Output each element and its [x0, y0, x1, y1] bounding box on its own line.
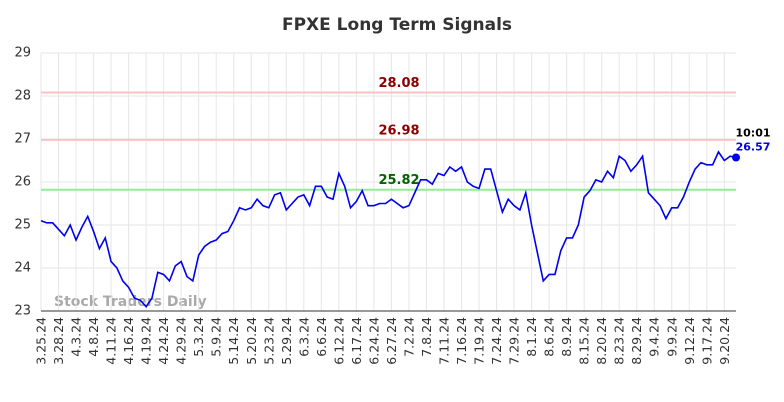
x-tick-label: 5.14.24 [226, 317, 241, 365]
x-tick-label: 8.29.24 [629, 317, 644, 365]
x-tick-label: 4.29.24 [174, 317, 189, 365]
x-tick-label: 7.16.24 [454, 317, 469, 365]
signal-label: 28.08 [378, 76, 419, 91]
x-tick-label: 4.16.24 [121, 317, 136, 365]
x-tick-label: 6.24.24 [366, 317, 381, 365]
signal-label: 26.98 [378, 123, 419, 138]
x-tick-label: 8.15.24 [577, 317, 592, 365]
x-tick-label: 9.20.24 [717, 317, 732, 365]
x-tick-label: 9.17.24 [699, 317, 714, 365]
x-tick-label: 6.3.24 [296, 317, 311, 357]
y-tick-label: 28 [14, 89, 31, 104]
x-tick-label: 4.11.24 [104, 317, 119, 365]
x-tick-label: 7.24.24 [489, 317, 504, 365]
x-tick-label: 5.29.24 [279, 317, 294, 365]
x-tick-label: 5.20.24 [244, 317, 259, 365]
x-tick-label: 7.19.24 [472, 317, 487, 365]
x-tick-label: 4.24.24 [156, 317, 171, 365]
y-tick-label: 26 [14, 175, 31, 190]
x-tick-label: 5.23.24 [261, 317, 276, 365]
x-tick-label: 6.27.24 [384, 317, 399, 365]
y-tick-label: 24 [14, 261, 31, 276]
x-tick-label: 8.23.24 [612, 317, 627, 365]
x-tick-label: 9.4.24 [647, 317, 662, 357]
signal-label: 25.82 [378, 173, 419, 188]
x-tick-label: 9.12.24 [682, 317, 697, 365]
last-point [732, 153, 740, 162]
price-line [40, 150, 737, 308]
x-tick-label: 7.29.24 [507, 317, 522, 365]
x-tick-label: 7.11.24 [436, 317, 451, 365]
x-tick-label: 5.9.24 [209, 317, 224, 357]
x-tick-label: 4.19.24 [139, 317, 154, 365]
y-tick-label: 29 [14, 46, 31, 61]
last-time: 10:01 [735, 126, 770, 139]
x-tick-label: 8.9.24 [559, 317, 574, 357]
x-tick-label: 9.9.24 [664, 317, 679, 357]
x-tick-label: 4.3.24 [69, 317, 84, 357]
y-tick-label: 25 [14, 218, 31, 233]
x-tick-label: 3.25.24 [34, 317, 49, 365]
x-tick-label: 5.3.24 [191, 317, 206, 357]
x-tick-label: 8.6.24 [542, 317, 557, 357]
x-tick-label: 7.2.24 [401, 317, 416, 357]
x-tick-label: 3.28.24 [51, 317, 66, 365]
watermark: Stock Traders Daily [54, 294, 207, 310]
x-tick-label: 6.12.24 [331, 317, 346, 365]
x-tick-label: 6.6.24 [314, 317, 329, 357]
x-tick-label: 8.1.24 [524, 317, 539, 357]
y-tick-label: 27 [14, 132, 31, 147]
x-tick-label: 6.17.24 [349, 317, 364, 365]
x-tick-label: 8.20.24 [594, 317, 609, 365]
last-value: 26.57 [736, 140, 771, 153]
x-tick-label: 7.8.24 [419, 317, 434, 357]
x-tick-label: 4.8.24 [86, 317, 101, 357]
y-tick-label: 23 [14, 304, 31, 319]
chart-title: FPXE Long Term Signals [282, 15, 512, 35]
